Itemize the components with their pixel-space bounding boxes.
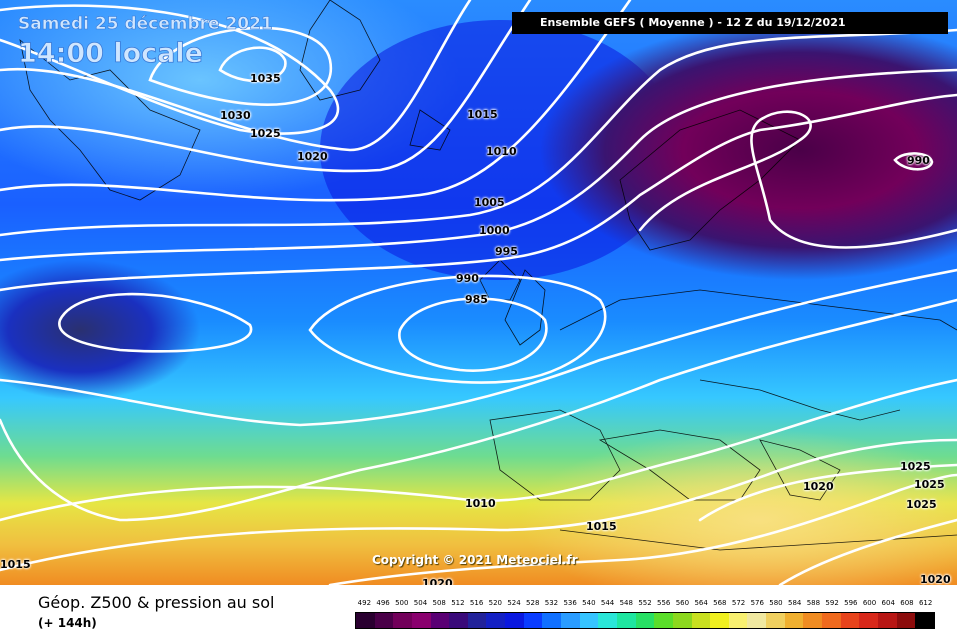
color-scale-tick-label: 556: [657, 599, 670, 607]
forecast-date: Samedi 25 décembre 2021: [18, 14, 273, 34]
isobar-label: 1030: [220, 110, 251, 121]
color-scale-tick-label: 600: [863, 599, 876, 607]
color-swatch: [393, 613, 412, 628]
isobar-label: 1035: [250, 73, 281, 84]
color-scale-tick-label: 544: [601, 599, 614, 607]
forecast-lead-time: (+ 144h): [38, 616, 97, 630]
color-scale-tick-label: 604: [882, 599, 895, 607]
color-scale-tick-label: 612: [919, 599, 932, 607]
color-swatch: [636, 613, 655, 628]
color-scale-tick-label: 596: [844, 599, 857, 607]
color-swatch: [505, 613, 524, 628]
color-swatch: [561, 613, 580, 628]
color-scale-tick-label: 560: [676, 599, 689, 607]
color-swatch: [710, 613, 729, 628]
color-swatch: [878, 613, 897, 628]
color-swatch: [412, 613, 431, 628]
color-swatch: [524, 613, 543, 628]
isobar-label: 1025: [906, 499, 937, 510]
color-swatch: [822, 613, 841, 628]
color-scale-bar: [355, 612, 935, 629]
color-scale-tick-label: 492: [358, 599, 371, 607]
isobar-label: 1015: [467, 109, 498, 120]
isobar-label: 995: [495, 246, 518, 257]
color-scale-tick-label: 520: [489, 599, 502, 607]
color-swatch: [468, 613, 487, 628]
color-scale-tick-label: 572: [732, 599, 745, 607]
color-scale-tick-label: 528: [526, 599, 539, 607]
color-swatch: [617, 613, 636, 628]
color-scale-tick-label: 568: [713, 599, 726, 607]
color-swatch: [542, 613, 561, 628]
color-scale-tick-label: 536: [563, 599, 576, 607]
color-scale-tick-label: 512: [451, 599, 464, 607]
isobar-label: 1025: [250, 128, 281, 139]
color-scale-tick-label: 584: [788, 599, 801, 607]
color-scale-tick-label: 516: [470, 599, 483, 607]
color-swatch: [785, 613, 804, 628]
color-swatch: [375, 613, 394, 628]
isobar-label: 1005: [474, 197, 505, 208]
color-swatch: [449, 613, 468, 628]
isobar-label: 1020: [297, 151, 328, 162]
isobar-label: 990: [907, 155, 930, 166]
isobar-label: 1025: [914, 479, 945, 490]
color-swatch: [673, 613, 692, 628]
color-scale-tick-label: 564: [694, 599, 707, 607]
color-scale-tick-label: 532: [545, 599, 558, 607]
color-swatch: [431, 613, 450, 628]
color-scale-tick-label: 608: [900, 599, 913, 607]
color-scale-tick-label: 540: [582, 599, 595, 607]
isobar-label: 1025: [900, 461, 931, 472]
color-swatch: [841, 613, 860, 628]
color-swatch: [766, 613, 785, 628]
color-swatch: [897, 613, 916, 628]
model-run-banner: Ensemble GEFS ( Moyenne ) - 12 Z du 19/1…: [512, 12, 948, 34]
color-scale-tick-label: 552: [638, 599, 651, 607]
color-swatch: [486, 613, 505, 628]
isobar-label: 990: [456, 273, 479, 284]
isobar-label: 1000: [479, 225, 510, 236]
isobar-label: 1015: [586, 521, 617, 532]
color-scale-labels: 492 496 500 504 508 512 516 520 524 528 532 536 540 5…: [352, 599, 932, 609]
color-scale-tick-label: 548: [620, 599, 633, 607]
legend-panel: Géop. Z500 & pression au sol (+ 144h) 49…: [0, 585, 957, 638]
color-swatch: [692, 613, 711, 628]
isobar-label: 1010: [465, 498, 496, 509]
isobar-label: 1010: [486, 146, 517, 157]
forecast-local-time: 14:00 locale: [18, 38, 203, 69]
color-swatch: [859, 613, 878, 628]
color-scale-tick-label: 588: [807, 599, 820, 607]
isobar-label: 1020: [422, 578, 453, 585]
color-scale-tick-label: 504: [414, 599, 427, 607]
color-swatch: [915, 613, 934, 628]
isobar-label: 1015: [0, 559, 31, 570]
color-scale-tick-label: 496: [376, 599, 389, 607]
isobar-label: 985: [465, 294, 488, 305]
color-scale-tick-label: 524: [507, 599, 520, 607]
color-swatch: [356, 613, 375, 628]
isobar-label: 1020: [920, 574, 951, 585]
color-scale-tick-label: 592: [825, 599, 838, 607]
color-scale-tick-label: 576: [751, 599, 764, 607]
copyright-notice: Copyright © 2021 Meteociel.fr: [372, 553, 578, 567]
weather-map: Samedi 25 décembre 2021 14:00 locale Ens…: [0, 0, 957, 585]
color-scale-tick-label: 500: [395, 599, 408, 607]
color-swatch: [580, 613, 599, 628]
color-scale-tick-label: 580: [769, 599, 782, 607]
color-swatch: [654, 613, 673, 628]
color-swatch: [747, 613, 766, 628]
product-title: Géop. Z500 & pression au sol: [38, 593, 274, 612]
isobar-label: 1020: [803, 481, 834, 492]
color-swatch: [803, 613, 822, 628]
color-scale-tick-label: 508: [433, 599, 446, 607]
color-swatch: [729, 613, 748, 628]
color-swatch: [598, 613, 617, 628]
